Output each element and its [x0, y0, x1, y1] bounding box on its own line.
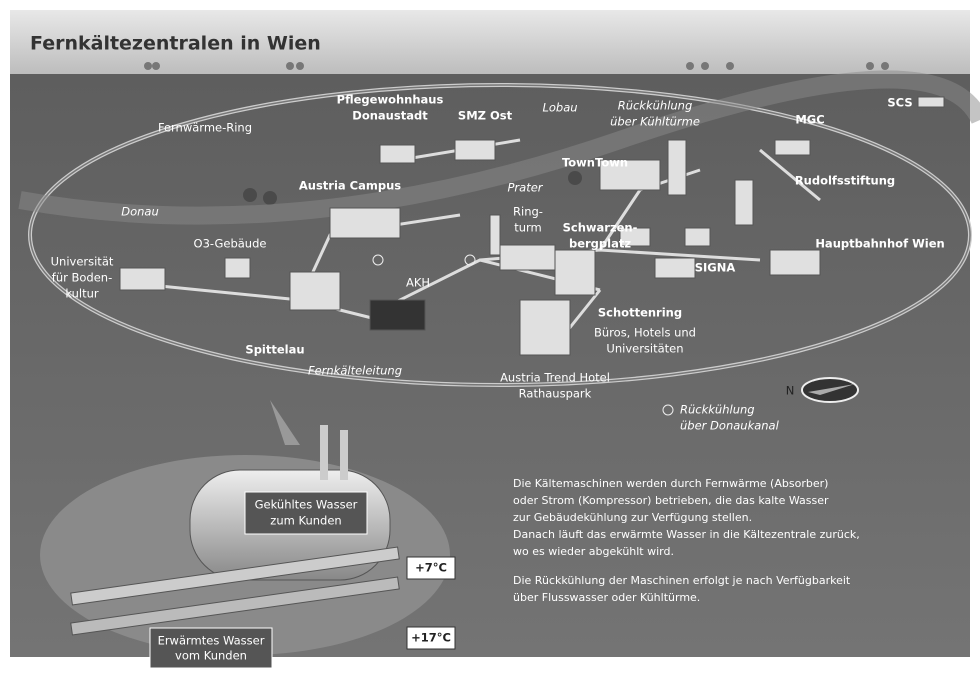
temp-label: +17°C: [411, 631, 451, 645]
cooled-label: zum Kunden: [270, 514, 341, 528]
map-label: kultur: [65, 287, 99, 301]
map-label: TownTown: [562, 156, 628, 170]
description-line: wo es wieder abgekühlt wird.: [513, 545, 674, 558]
temp-label: +7°C: [415, 561, 447, 575]
map-label: Ring-: [513, 205, 543, 219]
map-label: O3-Gebäude: [194, 237, 267, 251]
description-line: über Flusswasser oder Kühltürme.: [513, 591, 700, 604]
map-label: Schwarzen-: [563, 221, 638, 235]
compass: [802, 378, 858, 402]
map-label: Rathauspark: [519, 387, 592, 401]
map-label: Lobau: [542, 101, 577, 115]
map-label: Universität: [51, 255, 114, 269]
map-label: über Kühltürme: [610, 115, 700, 129]
compass-label: N: [786, 384, 795, 398]
map-label: Prater: [507, 181, 543, 195]
map-label: turm: [514, 221, 542, 235]
map-label: Austria Campus: [299, 179, 401, 193]
map-label: Rückkühlung: [618, 99, 693, 113]
map-label: Büros, Hotels und: [594, 326, 696, 340]
description-line: Danach läuft das erwärmte Wasser in die …: [513, 528, 860, 541]
map-label: Schottenring: [598, 306, 682, 320]
description-line: Die Kältemaschinen werden durch Fernwärm…: [513, 477, 828, 490]
map-label: MGC: [795, 113, 824, 127]
map-label: AKH: [406, 276, 430, 290]
description-line: Die Rückkühlung der Maschinen erfolgt je…: [513, 574, 851, 587]
legend-label: über Donaukanal: [680, 419, 780, 433]
map-label: Austria Trend Hotel: [500, 371, 610, 385]
map-label: Fernkälteleitung: [308, 364, 402, 378]
cooled-label: Gekühltes Wasser: [255, 498, 358, 512]
description-line: zur Gebäudekühlung zur Verfügung stellen…: [513, 511, 752, 524]
warmed-label: vom Kunden: [175, 649, 247, 663]
map-label: Rudolfsstiftung: [795, 174, 895, 188]
map-label: Donau: [121, 205, 159, 219]
map-label: Hauptbahnhof Wien: [815, 237, 944, 251]
legend-label: Rückkühlung: [680, 403, 755, 417]
map-label: Fernwärme-Ring: [158, 121, 252, 135]
map-label: SIGNA: [695, 261, 736, 275]
map-label: für Boden-: [52, 271, 112, 285]
map-label: SCS: [887, 96, 912, 110]
warmed-label: Erwärmtes Wasser: [158, 634, 265, 648]
map-label: Donaustadt: [352, 109, 428, 123]
map-label: bergplatz: [569, 237, 631, 251]
infographic: Fernkältezentralen in Wien Fernwärme-Ring…: [0, 0, 980, 673]
map-label: SMZ Ost: [458, 109, 513, 123]
map-label: Pflegewohnhaus: [337, 93, 444, 107]
description-line: oder Strom (Kompressor) betrieben, die d…: [513, 494, 829, 507]
map-label: Spittelau: [245, 343, 304, 357]
map-label: Universitäten: [606, 342, 683, 356]
title: Fernkältezentralen in Wien: [30, 33, 321, 55]
